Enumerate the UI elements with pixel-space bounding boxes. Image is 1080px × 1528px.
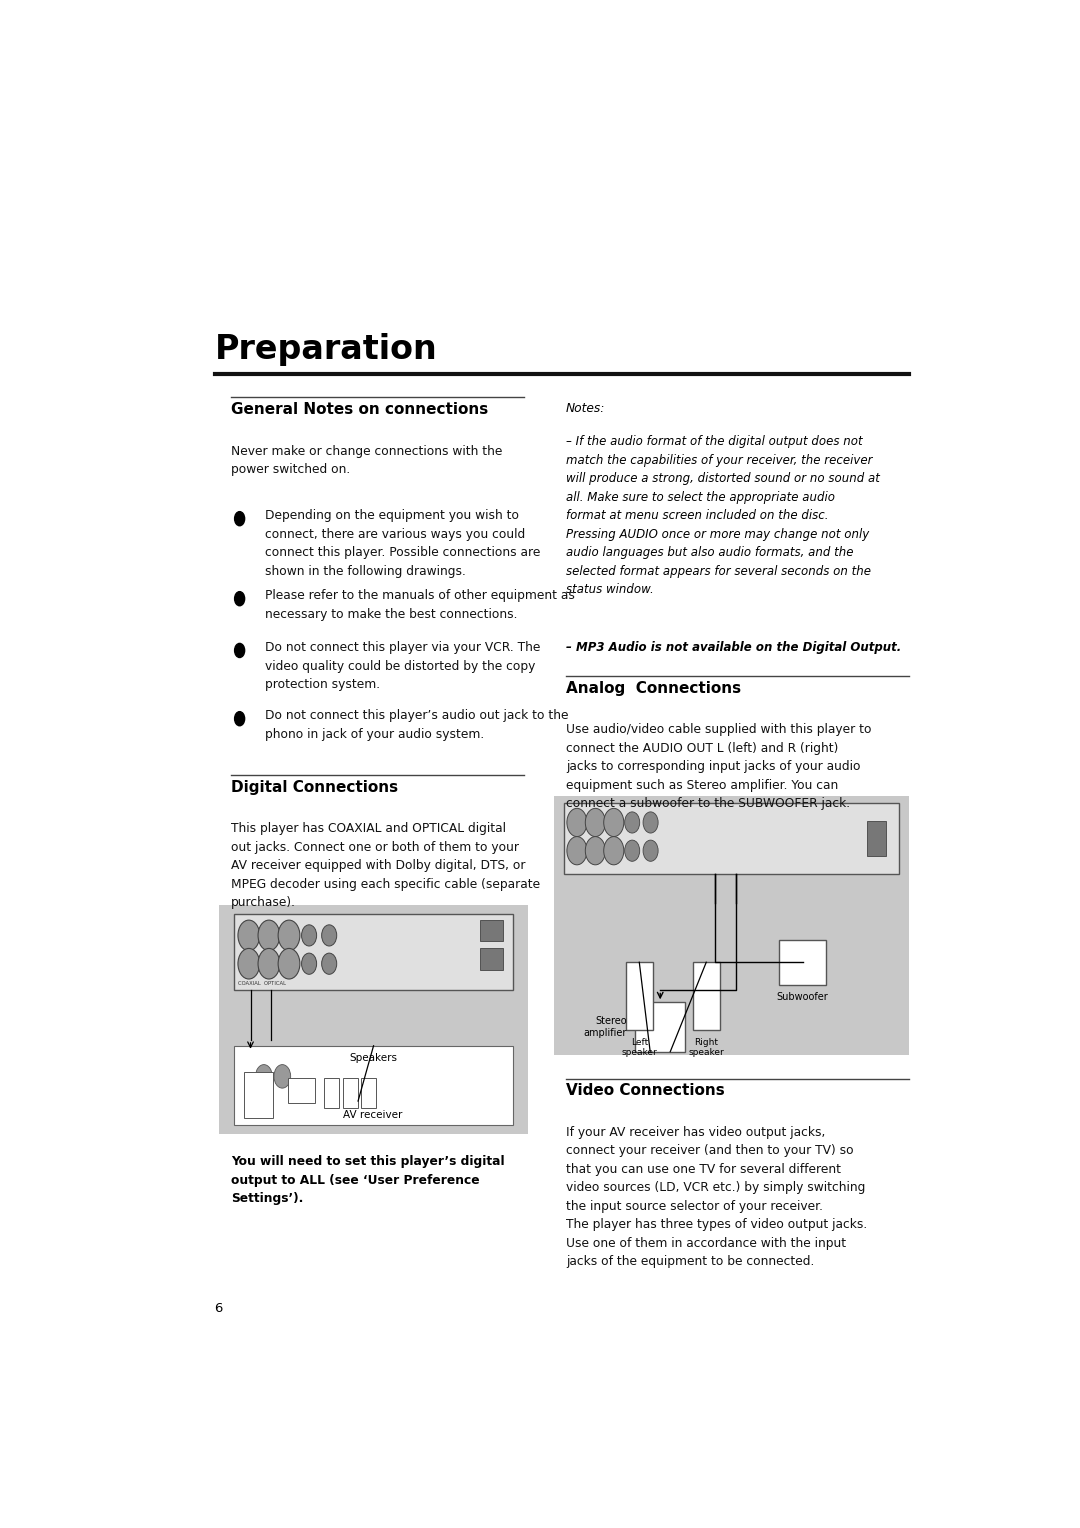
Circle shape	[274, 1065, 291, 1088]
Circle shape	[279, 920, 300, 950]
Text: Digital Connections: Digital Connections	[231, 779, 399, 795]
Text: Stereo
amplifier: Stereo amplifier	[583, 1016, 626, 1038]
Bar	[324, 1079, 339, 1108]
Circle shape	[238, 949, 259, 979]
Text: AV receiver: AV receiver	[343, 1111, 403, 1120]
Circle shape	[301, 953, 316, 975]
Text: Right
speaker: Right speaker	[688, 1038, 724, 1057]
Text: Left
speaker: Left speaker	[621, 1038, 657, 1057]
Text: – If the audio format of the digital output does not
match the capabilities of y: – If the audio format of the digital out…	[566, 435, 880, 596]
Circle shape	[624, 840, 639, 862]
Bar	[867, 821, 886, 856]
Bar	[233, 1045, 513, 1125]
Circle shape	[624, 811, 639, 833]
Circle shape	[256, 1065, 272, 1088]
Circle shape	[585, 808, 606, 837]
Bar	[342, 1079, 357, 1108]
Text: Do not connect this player’s audio out jack to the
phono in jack of your audio s: Do not connect this player’s audio out j…	[265, 709, 568, 741]
Text: COAXIAL  OPTICAL: COAXIAL OPTICAL	[238, 981, 286, 986]
Text: General Notes on connections: General Notes on connections	[231, 402, 488, 417]
Text: You will need to set this player’s digital
output to ALL (see ‘User Preference
S: You will need to set this player’s digit…	[231, 1155, 504, 1206]
Circle shape	[258, 949, 280, 979]
Circle shape	[604, 837, 624, 865]
Bar	[361, 1079, 376, 1108]
Bar	[780, 940, 825, 984]
Text: Video Connections: Video Connections	[566, 1083, 725, 1099]
Text: Use audio/video cable supplied with this player to
connect the AUDIO OUT L (left: Use audio/video cable supplied with this…	[566, 723, 872, 810]
Text: Please refer to the manuals of other equipment as
necessary to make the best con: Please refer to the manuals of other equ…	[265, 590, 575, 620]
Circle shape	[322, 953, 337, 975]
Bar	[564, 804, 900, 874]
Bar	[218, 905, 528, 1134]
Circle shape	[585, 837, 606, 865]
Bar	[693, 963, 719, 1030]
Circle shape	[234, 712, 245, 726]
Bar	[244, 1071, 273, 1117]
Bar	[248, 1051, 468, 1102]
Circle shape	[234, 591, 245, 605]
Text: Analog  Connections: Analog Connections	[566, 681, 741, 697]
Bar	[288, 1079, 315, 1103]
Text: Do not connect this player via your VCR. The
video quality could be distorted by: Do not connect this player via your VCR.…	[265, 642, 540, 691]
Circle shape	[567, 837, 588, 865]
Text: Never make or change connections with the
power switched on.: Never make or change connections with th…	[231, 445, 502, 477]
Circle shape	[604, 808, 624, 837]
Circle shape	[567, 808, 588, 837]
Text: Notes:: Notes:	[566, 402, 606, 416]
Circle shape	[322, 924, 337, 946]
Bar	[626, 963, 652, 1030]
Text: If your AV receiver has video output jacks,
connect your receiver (and then to y: If your AV receiver has video output jac…	[566, 1126, 867, 1268]
Text: This player has COAXIAL and OPTICAL digital
out jacks. Connect one or both of th: This player has COAXIAL and OPTICAL digi…	[231, 822, 540, 909]
Text: Speakers: Speakers	[350, 1053, 397, 1063]
Circle shape	[301, 924, 316, 946]
Bar	[480, 949, 503, 970]
Circle shape	[279, 949, 300, 979]
Circle shape	[258, 920, 280, 950]
Bar	[233, 914, 513, 990]
Text: – MP3 Audio is not available on the Digital Output.: – MP3 Audio is not available on the Digi…	[566, 642, 902, 654]
Text: Preparation: Preparation	[215, 333, 437, 365]
Text: Depending on the equipment you wish to
connect, there are various ways you could: Depending on the equipment you wish to c…	[265, 509, 540, 578]
Bar	[635, 1002, 686, 1051]
Bar	[480, 920, 503, 941]
Circle shape	[643, 840, 658, 862]
Text: Subwoofer: Subwoofer	[777, 992, 828, 1002]
Circle shape	[234, 643, 245, 657]
Circle shape	[643, 811, 658, 833]
Text: 6: 6	[215, 1302, 222, 1316]
Bar	[554, 796, 909, 1056]
Circle shape	[238, 920, 259, 950]
Circle shape	[234, 512, 245, 526]
